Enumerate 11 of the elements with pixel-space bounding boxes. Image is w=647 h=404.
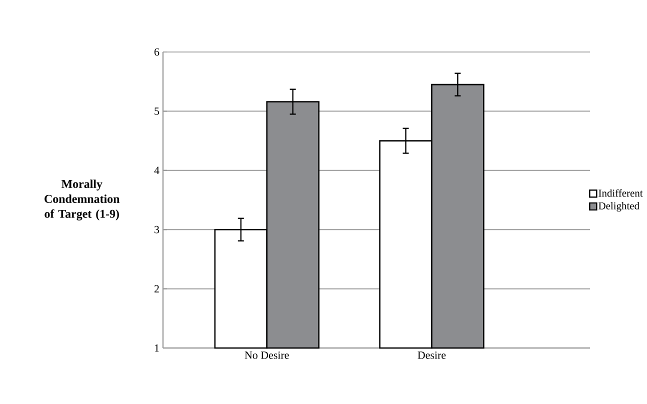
x-tick-label: No Desire <box>244 352 289 359</box>
y-tick-label: 1 <box>154 344 159 352</box>
legend-label: Indifferent <box>598 189 643 197</box>
x-tick-label: Desire <box>418 352 446 359</box>
y-tick-label: 6 <box>154 48 160 56</box>
y-axis-title: Morally Condemnation of Target (1-9) <box>44 180 120 220</box>
y-tick-label: 4 <box>154 166 160 174</box>
legend-label: Delighted <box>598 202 640 212</box>
y-tick-label: 2 <box>154 285 159 292</box>
y-tick-label: 5 <box>154 108 160 115</box>
y-tick-label: 3 <box>154 226 160 234</box>
